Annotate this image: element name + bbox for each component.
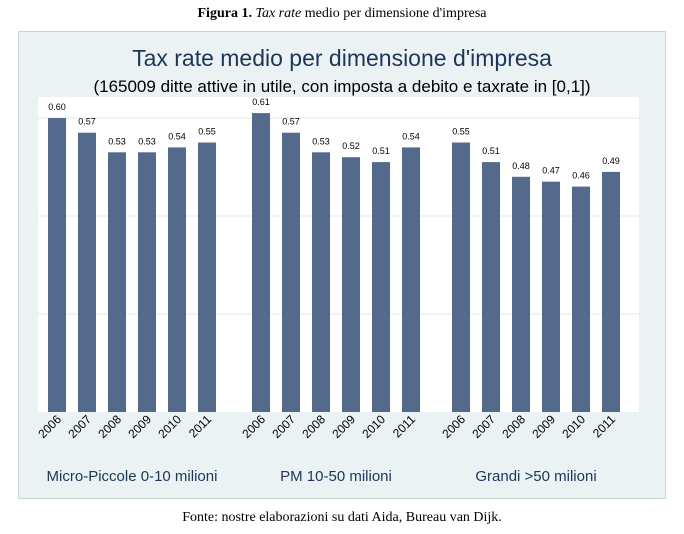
x-tick-label: 2008 <box>299 412 328 441</box>
x-tick-label: 2009 <box>529 412 558 441</box>
source-note: Fonte: nostre elaborazioni su dati Aida,… <box>182 510 502 525</box>
x-tick-label: 2009 <box>329 412 358 441</box>
bar <box>512 176 530 412</box>
value-label: 0.51 <box>372 146 390 156</box>
value-label: 0.55 <box>198 127 216 137</box>
value-label: 0.61 <box>252 97 270 107</box>
bar <box>78 132 96 412</box>
bar <box>198 142 216 412</box>
x-tick-label: 2007 <box>269 412 298 441</box>
value-label: 0.57 <box>78 117 96 127</box>
group-labels: Micro-Piccole 0-10 milioni PM 10-50 milio… <box>47 468 597 485</box>
figure-title-rest: medio per dimensione d'impresa <box>301 6 487 21</box>
value-label: 0.46 <box>572 171 590 181</box>
x-tick-label: 2008 <box>95 412 124 441</box>
bar <box>138 152 156 413</box>
value-label: 0.48 <box>512 161 530 171</box>
x-tick-label: 2006 <box>239 412 268 441</box>
x-tick-label: 2010 <box>359 412 388 441</box>
x-tick-label: 2009 <box>125 412 154 441</box>
x-tick-labels: 2006 2007 2008 2009 2010 2011 2006 2007 2008 2009… <box>35 412 618 441</box>
value-labels: 0.60 0.57 0.53 0.53 0.54 0.55 0.61 0.57 0.53 0.52… <box>48 97 620 181</box>
x-tick-label: 2008 <box>499 412 528 441</box>
chart-panel: Tax rate medio per dimensione d'impresa … <box>18 31 666 499</box>
x-tick-label: 2010 <box>155 412 184 441</box>
value-label: 0.54 <box>402 131 420 141</box>
bar <box>48 118 66 412</box>
bar <box>542 181 560 412</box>
x-tick-label: 2006 <box>439 412 468 441</box>
bar <box>342 157 360 412</box>
x-tick-label: 2010 <box>559 412 588 441</box>
x-tick-label: 2007 <box>469 412 498 441</box>
value-label: 0.47 <box>542 166 560 176</box>
bar <box>312 152 330 413</box>
bar-chart: Tax rate medio per dimensione d'impresa … <box>35 45 639 485</box>
value-label: 0.51 <box>482 146 500 156</box>
value-label: 0.52 <box>342 141 360 151</box>
x-tick-label: 2011 <box>186 412 214 440</box>
x-tick-label: 2007 <box>65 412 94 441</box>
group-label: Grandi >50 milioni <box>475 468 596 485</box>
value-label: 0.54 <box>168 131 186 141</box>
bar <box>252 113 270 412</box>
bar <box>572 186 590 412</box>
bar <box>282 132 300 412</box>
chart-subtitle: (165009 ditte attive in utile, con impos… <box>93 77 590 96</box>
value-label: 0.55 <box>452 127 470 137</box>
group-label: PM 10-50 milioni <box>280 468 392 485</box>
figure-label: Figura 1. <box>197 6 252 21</box>
value-label: 0.53 <box>108 136 126 146</box>
bar <box>402 147 420 412</box>
value-label: 0.53 <box>312 136 330 146</box>
x-tick-label: 2006 <box>35 412 64 441</box>
value-label: 0.57 <box>282 117 300 127</box>
value-label: 0.53 <box>138 136 156 146</box>
bar <box>452 142 470 412</box>
value-label: 0.49 <box>602 156 620 166</box>
chart-title: Tax rate medio per dimensione d'impresa <box>132 45 552 71</box>
bar <box>168 147 186 412</box>
figure-title-italic: Tax rate <box>255 6 302 21</box>
value-label: 0.60 <box>48 102 66 112</box>
bar <box>108 152 126 413</box>
figure-caption: Figura 1. Tax rate medio per dimensione … <box>0 6 684 22</box>
bar <box>372 162 390 412</box>
group-label: Micro-Piccole 0-10 milioni <box>47 468 218 485</box>
x-tick-label: 2011 <box>590 412 618 440</box>
x-tick-label: 2011 <box>390 412 418 440</box>
bar <box>482 162 500 412</box>
bars <box>48 113 620 413</box>
bar <box>602 171 620 412</box>
